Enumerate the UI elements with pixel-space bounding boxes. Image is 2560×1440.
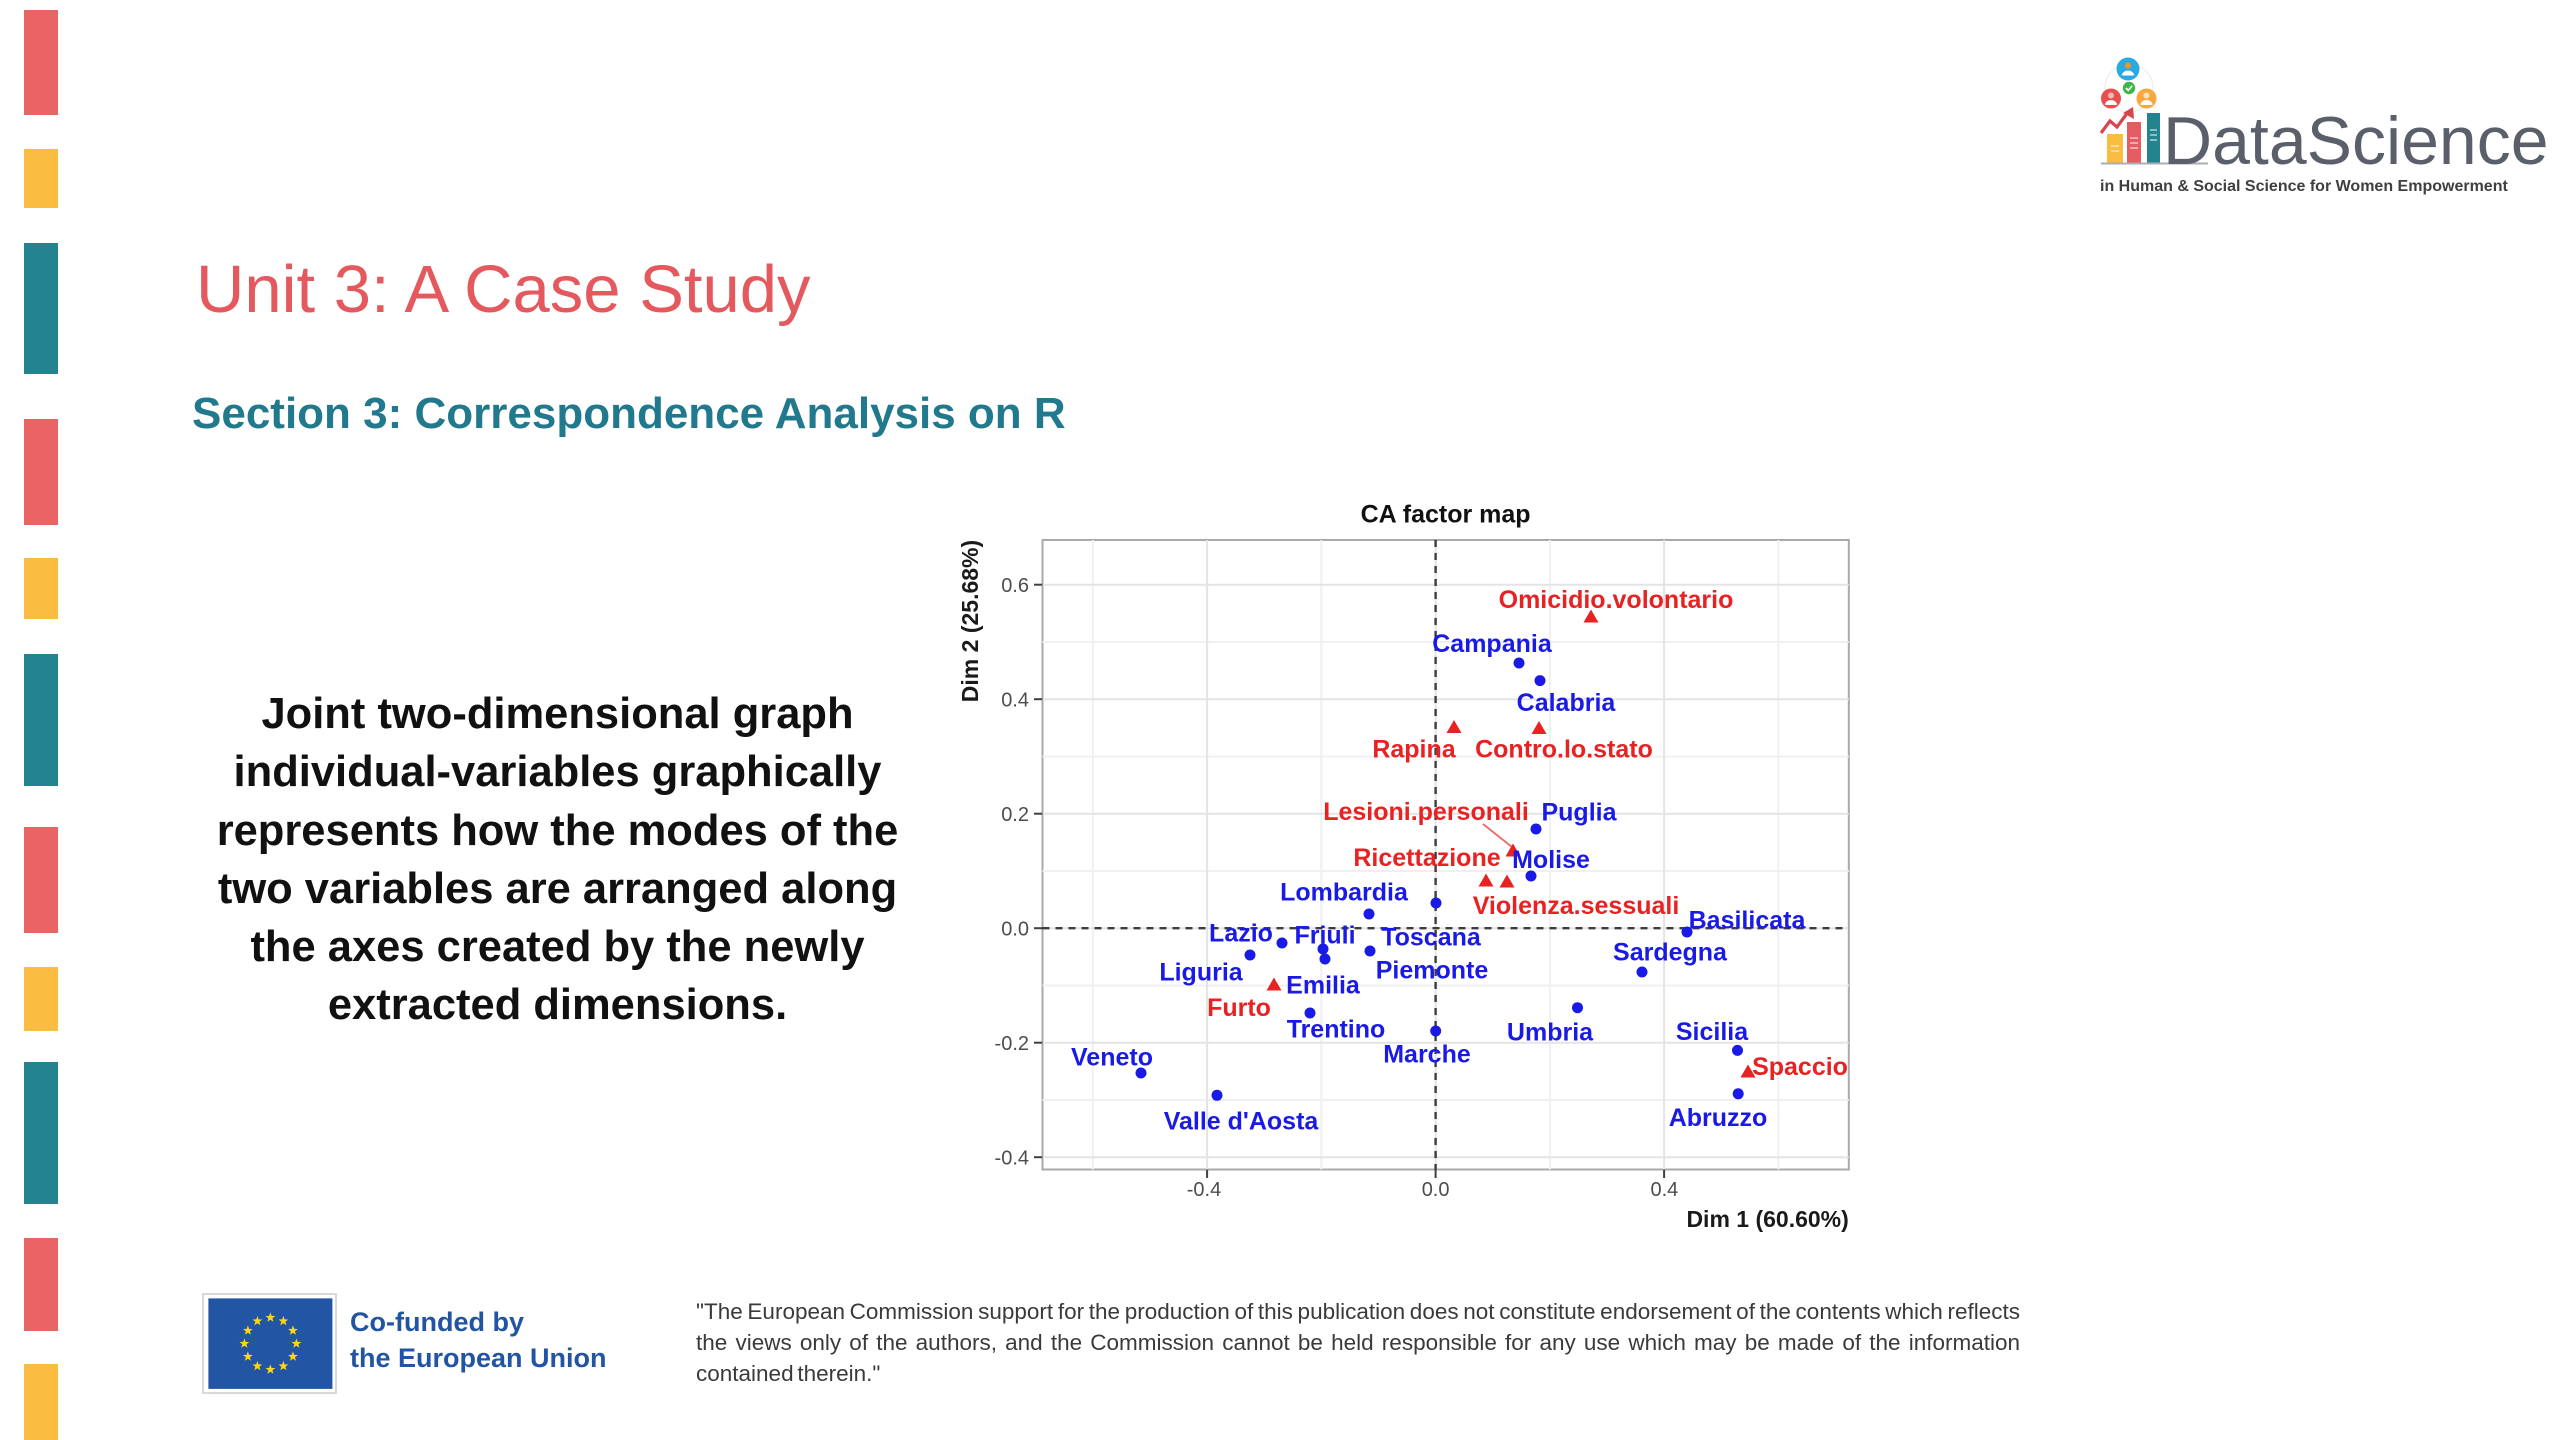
svg-text:Lazio: Lazio [1209,920,1273,948]
svg-text:0.2: 0.2 [1001,804,1029,826]
svg-text:Veneto: Veneto [1071,1044,1153,1072]
svg-text:Violenza.sessuali: Violenza.sessuali [1473,892,1680,920]
svg-text:Friuli: Friuli [1294,922,1355,950]
svg-text:Emilia: Emilia [1286,972,1361,1000]
svg-text:Lombardia: Lombardia [1280,879,1409,907]
svg-text:Contro.lo.stato: Contro.lo.stato [1475,736,1653,764]
svg-text:Dim 2 (25.68%): Dim 2 (25.68%) [957,540,983,702]
svg-text:Trentino: Trentino [1287,1016,1386,1044]
svg-text:Campania: Campania [1432,630,1553,658]
svg-text:Abruzzo: Abruzzo [1669,1104,1768,1132]
svg-text:-0.2: -0.2 [995,1033,1029,1055]
svg-text:Furto: Furto [1207,994,1271,1022]
svg-text:Marche: Marche [1383,1041,1471,1069]
svg-text:0.0: 0.0 [1422,1179,1450,1201]
svg-text:Umbria: Umbria [1507,1019,1594,1047]
svg-text:Basilicata: Basilicata [1689,907,1807,935]
svg-text:CA factor map: CA factor map [1361,501,1531,529]
svg-text:Puglia: Puglia [1541,799,1617,827]
svg-text:0.4: 0.4 [1650,1179,1678,1201]
svg-text:in Human & Social Science for: in Human & Social Science for Women Empo… [2100,178,2508,195]
svg-text:Calabria: Calabria [1517,689,1617,717]
svg-text:-0.4: -0.4 [1187,1179,1221,1201]
svg-text:Lesioni.personali: Lesioni.personali [1323,798,1529,826]
svg-text:Liguria: Liguria [1159,959,1243,987]
svg-text:0.6: 0.6 [1001,575,1029,597]
svg-text:Dim 1 (60.60%): Dim 1 (60.60%) [1686,1206,1848,1232]
svg-text:Omicidio.volontario: Omicidio.volontario [1499,586,1734,614]
svg-text:DataScience: DataScience [2163,103,2549,179]
svg-text:Rapina: Rapina [1372,736,1456,764]
svg-text:Molise: Molise [1512,846,1590,874]
svg-text:Sardegna: Sardegna [1613,939,1728,967]
svg-text:Spaccio: Spaccio [1752,1053,1848,1081]
svg-text:-0.4: -0.4 [995,1147,1029,1169]
svg-text:Valle d'Aosta: Valle d'Aosta [1164,1108,1320,1136]
svg-text:Sicilia: Sicilia [1676,1018,1749,1046]
svg-text:Ricettazione: Ricettazione [1353,844,1500,872]
svg-text:Piemonte: Piemonte [1376,957,1489,985]
svg-text:Toscana: Toscana [1381,924,1482,952]
svg-text:0.0: 0.0 [1001,918,1029,940]
svg-text:0.4: 0.4 [1001,689,1029,711]
